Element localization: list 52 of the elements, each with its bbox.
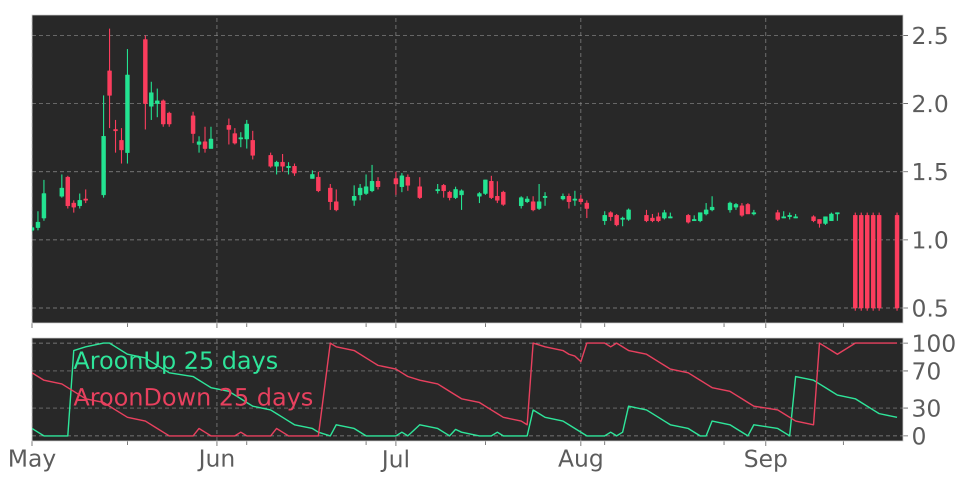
candlestick xyxy=(542,192,548,206)
candlestick xyxy=(250,130,255,160)
candlestick xyxy=(441,183,446,198)
candlestick xyxy=(119,128,124,164)
x-tick-label: Aug xyxy=(558,450,602,472)
candlestick xyxy=(602,210,607,226)
y-tick-label: 30 xyxy=(913,399,940,417)
candlestick xyxy=(208,126,214,150)
candlestick xyxy=(435,183,440,194)
candlestick xyxy=(394,171,398,196)
candlestick xyxy=(196,136,202,154)
candlestick xyxy=(406,174,410,192)
candlestick xyxy=(530,196,536,212)
y-tick-label: 0 xyxy=(913,427,925,445)
candlestick xyxy=(113,119,118,154)
x-tick-label: Jun xyxy=(197,450,234,472)
candlestick xyxy=(268,152,273,168)
candlestick xyxy=(447,190,452,201)
candlestick xyxy=(286,162,291,175)
candlestick xyxy=(536,183,542,210)
candlestick xyxy=(232,128,238,146)
candlestick xyxy=(36,210,40,231)
candlestick xyxy=(686,213,690,224)
y-tick-label: 0.5 xyxy=(913,299,947,317)
candlestick xyxy=(376,176,380,190)
candlestick xyxy=(316,171,321,193)
y-tick-label: 1.5 xyxy=(914,163,947,180)
candlestick xyxy=(280,153,285,172)
candlestick xyxy=(78,192,82,210)
candlestick xyxy=(202,126,208,154)
candlestick xyxy=(418,176,422,200)
y-tick-label: 70 xyxy=(913,362,940,380)
y-tick-label: 2.0 xyxy=(913,94,948,112)
x-tick-label: Jul xyxy=(380,450,408,472)
candlestick xyxy=(83,188,88,204)
candlestick xyxy=(400,172,404,193)
y-tick-label: 1.0 xyxy=(914,231,948,249)
candlestick xyxy=(274,160,279,175)
candlestick xyxy=(572,190,578,206)
candlestick xyxy=(60,174,64,198)
candlestick xyxy=(190,111,196,144)
candlestick xyxy=(584,200,590,219)
candlestick xyxy=(352,184,356,206)
candlestick xyxy=(566,192,572,210)
candlestick xyxy=(292,162,297,176)
y-tick-label: 2.5 xyxy=(913,26,947,44)
y-tick-label: 100 xyxy=(914,334,955,352)
candlestick xyxy=(776,209,780,222)
x-tick-label: May xyxy=(10,450,56,472)
candlestick xyxy=(578,194,584,205)
x-tick-label: Sep xyxy=(745,450,787,472)
candlestick xyxy=(226,118,232,146)
